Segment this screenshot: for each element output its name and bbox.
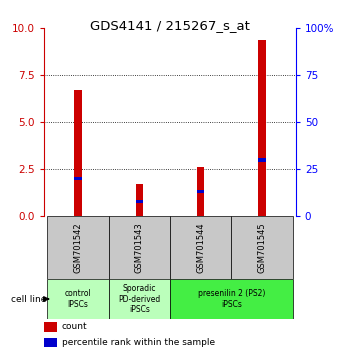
Text: GSM701544: GSM701544 <box>196 222 205 273</box>
Bar <box>136 184 143 216</box>
Bar <box>47 279 109 319</box>
Text: count: count <box>62 322 87 331</box>
Bar <box>197 167 204 216</box>
Bar <box>74 90 82 216</box>
Bar <box>44 338 57 347</box>
Text: presenilin 2 (PS2)
iPSCs: presenilin 2 (PS2) iPSCs <box>198 289 265 309</box>
Text: Sporadic
PD-derived
iPSCs: Sporadic PD-derived iPSCs <box>118 284 160 314</box>
Bar <box>197 190 204 194</box>
Bar <box>74 177 82 180</box>
Bar <box>47 216 109 279</box>
Bar <box>136 200 143 203</box>
Bar <box>109 279 170 319</box>
Text: cell line: cell line <box>11 295 46 303</box>
Text: control
IPSCs: control IPSCs <box>65 289 91 309</box>
Bar <box>258 40 266 216</box>
Bar <box>231 216 293 279</box>
Bar <box>170 279 293 319</box>
Text: GSM701542: GSM701542 <box>73 222 83 273</box>
Text: GDS4141 / 215267_s_at: GDS4141 / 215267_s_at <box>90 19 250 33</box>
Text: percentile rank within the sample: percentile rank within the sample <box>62 338 215 347</box>
Bar <box>44 322 57 332</box>
Text: GSM701543: GSM701543 <box>135 222 144 273</box>
Bar <box>109 216 170 279</box>
Text: GSM701545: GSM701545 <box>257 222 267 273</box>
Bar <box>258 158 266 161</box>
Bar <box>170 216 231 279</box>
